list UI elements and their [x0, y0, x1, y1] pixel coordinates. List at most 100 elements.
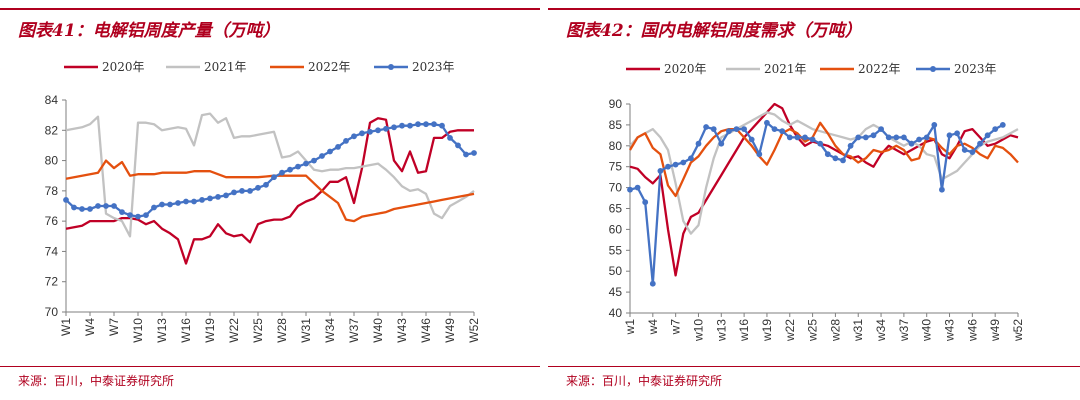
series-point — [383, 125, 389, 132]
x-tick-label: w49 — [988, 319, 1002, 342]
series-point — [939, 186, 945, 193]
series-point — [79, 206, 85, 212]
series-point — [893, 134, 900, 141]
series-point — [649, 280, 656, 287]
title-rule — [548, 8, 1080, 10]
series-point — [748, 136, 755, 143]
series-point — [415, 121, 421, 128]
series-point — [231, 189, 237, 196]
series-point — [726, 128, 732, 135]
series-point — [802, 134, 808, 141]
series-point — [375, 127, 381, 134]
series-point — [718, 140, 725, 147]
production-line-chart: 2020年 2021年 2022年 2023年 70 72 74 76 78 80 82 84 W1 W4… — [45, 60, 481, 343]
series-point — [908, 140, 915, 147]
series-point — [271, 174, 277, 181]
y-tick-label: 70 — [45, 305, 59, 319]
series-line — [65, 159, 475, 223]
title-rule — [0, 8, 540, 10]
series-point — [167, 201, 173, 208]
x-tick-label: W43 — [395, 318, 409, 343]
series-point — [672, 161, 679, 168]
series-point — [183, 198, 189, 205]
legend-label: 2022年 — [858, 62, 901, 76]
chart-title: 图表41：电解铝周度产量（万吨） — [18, 21, 280, 41]
series-line — [629, 121, 1019, 198]
series-point — [901, 134, 907, 141]
x-tick-label: W37 — [347, 318, 361, 343]
series-point — [135, 213, 141, 220]
series-point — [399, 122, 405, 129]
series-point — [809, 136, 816, 143]
series-point — [303, 160, 309, 167]
y-tick-label: 45 — [609, 285, 623, 299]
x-tick-label: w40 — [920, 319, 934, 342]
x-tick-label: w46 — [965, 319, 979, 342]
y-tick-label: 90 — [609, 97, 623, 111]
series-point — [127, 212, 133, 219]
legend-label: 2022年 — [308, 60, 351, 74]
series-point — [771, 126, 778, 132]
x-tick-label: w16 — [737, 319, 751, 342]
series-point — [832, 155, 839, 162]
legend-marker — [930, 66, 936, 72]
y-tick-label: 74 — [45, 244, 59, 258]
x-tick-label: W49 — [443, 318, 457, 343]
x-tick-label: W4 — [83, 318, 97, 336]
source-rule — [548, 366, 1080, 367]
x-tick-label: W52 — [467, 318, 481, 343]
series-point — [931, 122, 938, 128]
series-point — [407, 122, 413, 129]
y-tick-label: 50 — [609, 264, 623, 278]
series-point — [824, 151, 831, 158]
y-tick-label: 80 — [45, 154, 59, 168]
series-point — [247, 188, 253, 194]
chart-title: 图表42：国内电解铝周度需求（万吨） — [566, 21, 862, 41]
x-tick-label: W40 — [371, 318, 385, 343]
x-tick-label: w28 — [828, 319, 842, 342]
series-point — [95, 203, 101, 209]
series-point — [961, 147, 968, 153]
series-point — [71, 204, 77, 211]
series-point — [423, 121, 429, 128]
series-point — [794, 134, 801, 141]
series-point — [175, 200, 181, 206]
x-tick-label: W16 — [179, 318, 193, 343]
series-point — [710, 126, 717, 132]
series-point — [954, 130, 960, 137]
series-point — [741, 126, 747, 132]
series-point — [159, 201, 165, 208]
series-point — [215, 194, 221, 200]
x-tick-label: W25 — [251, 318, 265, 343]
series-point — [779, 128, 786, 135]
series-point — [119, 209, 125, 216]
series-point — [263, 181, 269, 188]
y-tick-label: 55 — [609, 243, 623, 257]
x-tick-label: W10 — [131, 318, 145, 343]
left-chart-panel: 图表41：电解铝周度产量（万吨） 2020年 2021年 2022年 2023年 70 7… — [0, 8, 540, 388]
x-tick-label: w43 — [943, 319, 957, 342]
series-point — [634, 184, 641, 191]
series-line — [65, 123, 475, 218]
series-point — [255, 184, 261, 191]
series-point — [223, 192, 229, 199]
series-point — [840, 157, 846, 164]
series-point — [916, 136, 922, 143]
series-point — [764, 119, 770, 126]
x-tick-label: W34 — [323, 318, 337, 343]
series-point — [878, 126, 884, 132]
source-note: 来源：百川，中泰证券研究所 — [566, 374, 723, 388]
series-point — [103, 203, 109, 209]
series-point — [786, 134, 793, 141]
source-rule — [0, 366, 540, 367]
series-point — [657, 168, 664, 174]
x-tick-label: w37 — [897, 319, 911, 342]
series-point — [870, 132, 877, 139]
x-tick-label: W1 — [59, 318, 73, 336]
source-note: 来源：百川，中泰证券研究所 — [18, 374, 175, 388]
x-tick-label: w34 — [874, 319, 888, 342]
series-point — [627, 186, 633, 193]
series-point — [239, 188, 245, 194]
series-line — [629, 121, 1004, 285]
series-point — [695, 140, 702, 147]
